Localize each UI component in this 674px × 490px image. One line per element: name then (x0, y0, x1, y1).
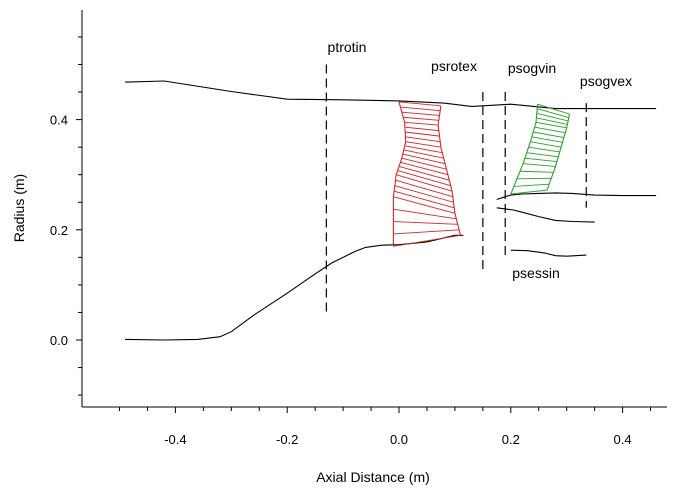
rotor-blade-hatch-line (405, 131, 440, 137)
rotor-blade-hatch-line (405, 136, 441, 143)
rotor-blade-hatch-line (398, 166, 450, 181)
y-tick-label: 0.4 (50, 113, 68, 128)
rotor-blade-hatch-line (400, 161, 449, 176)
rotor-blade-hatch-line (397, 170, 451, 187)
series-core-inner-wall (510, 249, 587, 257)
rotor-blade-hatch-line (403, 149, 444, 159)
stator-vane-hatch-line (513, 183, 550, 187)
plot-frame (81, 10, 667, 408)
stator-vane-hatch-line (531, 136, 563, 143)
rotor-blade-hatch-line (393, 196, 456, 214)
rotor-blade-trailing-edge (437, 105, 462, 236)
rotor-blade-hatch-line (405, 141, 441, 148)
y-tick-label: 0.0 (50, 333, 68, 348)
stator-vane-hatch-line (524, 157, 557, 163)
stator-vane-hatch-line (536, 117, 568, 125)
station-label-psrotex: psrotex (431, 58, 477, 74)
stator-vane-hatch-line (526, 152, 559, 158)
rotor-blade-hatch-line (393, 221, 458, 225)
series-hub (125, 234, 464, 341)
rotor-blade-hatch-line (393, 229, 460, 235)
station-label-psessin: psessin (512, 265, 559, 281)
rotor-blade-hatch-line (400, 106, 441, 112)
rotor-blade-hatch-line (393, 208, 457, 220)
rotor-blade-hatch-line (404, 145, 443, 154)
stator-vane-hatch-line (533, 131, 564, 138)
station-label-psogvex: psogvex (580, 73, 632, 89)
y-tick-label: 0.2 (50, 223, 68, 238)
station-label-psogvin: psogvin (508, 60, 556, 76)
rotor-blade-hatch-line (393, 190, 455, 209)
rotor-blade-hatch-line (404, 126, 439, 132)
x-axis-title: Axial Distance (m) (316, 469, 430, 485)
rotor-blade-hatch-line (403, 116, 439, 121)
stations-layer (325, 64, 587, 313)
series-splitter-lower (496, 207, 595, 223)
rotor-blade-hatch-line (394, 185, 454, 203)
stator-vane-hatch-line (530, 141, 562, 148)
rotor-blade-hatch-line (401, 157, 447, 170)
station-label-ptrotin: ptrotin (328, 39, 367, 55)
x-tick-label: -0.2 (276, 432, 298, 447)
x-tick-label: 0.4 (614, 432, 632, 447)
series-splitter-upper (496, 192, 657, 201)
hatch-layer (393, 101, 570, 247)
stator-vane-hatch-line (537, 103, 570, 115)
rotor-blade-leading-edge (392, 101, 407, 247)
x-tick-label: 0.0 (390, 432, 408, 447)
rotor-blade-hatch-line (393, 234, 461, 247)
stator-vane-hatch-line (537, 108, 569, 118)
stator-vane-hatch-line (535, 121, 567, 129)
series-layer (125, 80, 657, 341)
stator-vane-hatch-line (520, 170, 554, 173)
rotor-blade-hatch-line (401, 111, 440, 116)
stator-vane-hatch-line (536, 112, 569, 122)
stator-vane-hatch-line (534, 126, 566, 134)
x-tick-label: 0.2 (502, 432, 520, 447)
rotor-blade-hatch-line (404, 121, 439, 126)
stator-vane-leading-edge (510, 104, 539, 195)
rotor-blade-hatch-line (402, 153, 446, 165)
y-axis-title: Radius (m) (11, 174, 27, 242)
stator-vane-hatch-line (523, 163, 556, 167)
stator-vane-hatch-line (510, 189, 548, 195)
axis-ticks: -0.4 -0.2 0.0 0.2 0.4 0.0 0.2 0.4 (50, 36, 652, 447)
stator-vane-hatch-line (516, 177, 552, 180)
rotor-blade-hatch-line (398, 101, 441, 107)
stator-vane-hatch-line (528, 146, 560, 153)
rotor-blade-hatch-line (396, 174, 453, 192)
x-tick-label: -0.4 (164, 432, 186, 447)
series-shroud (125, 80, 657, 110)
rotor-blade-hatch-line (395, 179, 453, 198)
